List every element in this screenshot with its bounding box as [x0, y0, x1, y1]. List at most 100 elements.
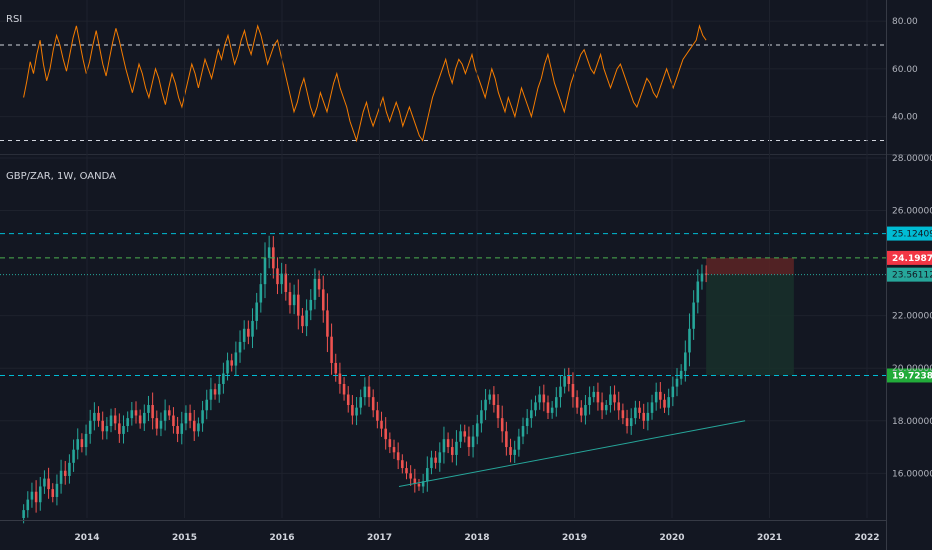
candle-body [22, 510, 25, 518]
rsi-line [23, 24, 707, 143]
level-price-tag[interactable] [887, 226, 932, 241]
candle-body [43, 478, 46, 487]
level-price-tag[interactable] [887, 267, 932, 282]
level-price-tag[interactable] [887, 368, 932, 383]
rsi-tick-label: 60.00 [892, 65, 918, 75]
candle-body [292, 294, 296, 306]
candle-body [321, 289, 325, 311]
price-tick-label: 26.00000 [892, 207, 932, 217]
price-tick-label: 16.00000 [892, 469, 932, 479]
level-price-label: 24.19870 [892, 254, 932, 264]
candle-body [588, 397, 591, 406]
price-tick-label: 28.00000 [892, 154, 932, 164]
level-price-tag[interactable] [887, 250, 932, 265]
candle-body [234, 352, 238, 366]
price-axis[interactable]: 28.00000 26.00000 22.00000 20.00000 18.00000… [892, 154, 932, 479]
candle-body [521, 426, 525, 437]
candle-body [26, 499, 30, 511]
candle-body [288, 292, 292, 306]
candle-body [172, 415, 175, 427]
price-tick-label: 20.00000 [892, 364, 932, 374]
take-profit-zone[interactable] [706, 274, 794, 376]
candle-body [625, 418, 629, 427]
candle-body [492, 394, 496, 406]
candle-body [463, 431, 467, 437]
candle-body [538, 394, 541, 403]
candle-body [496, 405, 500, 419]
horizontal-levels[interactable]: 25.12409 24.19870 23.56112 19.72380 [0, 226, 932, 383]
rsi-price-axis[interactable]: 80.00 60.00 40.00 [892, 17, 918, 122]
candle-body [363, 386, 367, 398]
candlestick-series [22, 235, 708, 524]
candle-body [338, 373, 342, 384]
candle-body [596, 391, 600, 403]
candle-body [226, 360, 229, 374]
candle-body [413, 478, 417, 484]
candle-body [621, 410, 625, 419]
candle-body [255, 302, 258, 321]
candle-body [122, 426, 125, 434]
candle-body [417, 483, 421, 487]
candle-body [530, 410, 533, 419]
candle-body [305, 310, 308, 327]
rsi-pane[interactable]: RSI 80.00 60.00 40.00 [0, 14, 918, 143]
candle-body [76, 439, 80, 450]
candle-body [675, 378, 679, 387]
price-grid [0, 0, 886, 518]
candle-body [704, 273, 708, 275]
candle-body [438, 452, 442, 463]
candle-body [213, 389, 217, 395]
candle-body [534, 402, 537, 411]
candle-body [376, 410, 379, 421]
candle-body [505, 431, 508, 448]
support-trendline[interactable] [398, 420, 746, 487]
candle-body [217, 383, 221, 395]
price-tick-label: 22.00000 [892, 312, 932, 322]
candle-body [151, 405, 154, 419]
candle-body [330, 336, 333, 363]
candle-body [180, 423, 184, 434]
short-position-tool[interactable] [706, 257, 794, 376]
candle-body [517, 436, 521, 450]
candle-body [604, 405, 608, 411]
candle-body [579, 407, 583, 416]
candle-body [567, 376, 571, 384]
candle-body [617, 402, 621, 411]
candle-body [367, 386, 371, 398]
candle-body [147, 405, 150, 413]
candle-body [30, 491, 34, 500]
candle-body [267, 247, 271, 258]
candle-body [138, 415, 142, 424]
candle-body [205, 399, 209, 411]
candle-body [609, 394, 612, 406]
candle-body [163, 410, 167, 421]
candle-body [297, 294, 300, 316]
symbol-title: GBP/ZAR, 1W, OANDA [6, 171, 116, 182]
candle-body [384, 428, 387, 440]
candle-body [629, 418, 633, 427]
candle-body [68, 462, 71, 476]
candle-body [155, 418, 159, 429]
candle-body [113, 415, 117, 424]
candle-body [500, 418, 504, 432]
candle-body [542, 394, 546, 403]
candle-body [59, 470, 63, 484]
time-axis[interactable]: 2014 2015 2016 2017 2018 2019 2020 2021 2022 [74, 533, 879, 543]
time-tick-label: 2017 [367, 533, 392, 543]
candle-body [592, 391, 596, 398]
candle-body [667, 397, 670, 408]
time-tick-label: 2020 [659, 533, 684, 543]
candle-body [559, 386, 562, 398]
candle-body [455, 441, 458, 455]
candle-body [421, 481, 425, 487]
price-pane[interactable]: 25.12409 24.19870 23.56112 19.72380 GBP/ZAR… [0, 0, 932, 524]
candle-body [209, 389, 213, 400]
candle-body [118, 423, 121, 434]
candle-body [51, 489, 55, 497]
candle-body [371, 397, 375, 411]
candle-body [571, 383, 575, 398]
stop-loss-zone[interactable] [706, 257, 794, 275]
candle-body [634, 407, 637, 419]
rsi-tick-label: 40.00 [892, 113, 918, 123]
